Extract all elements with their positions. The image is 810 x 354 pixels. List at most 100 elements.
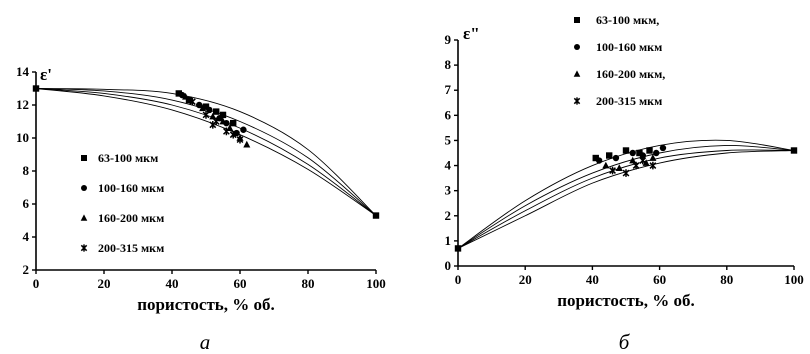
data-point-square [646,147,653,154]
data-point-square [230,119,237,127]
data-point-star [212,117,220,126]
x-tick-label: 40 [166,276,179,291]
data-point-star [649,161,657,170]
data-point-circle [196,101,203,109]
panel-label: б [619,330,631,354]
data-point-circle [639,152,646,159]
legend-entry: 63-100 мкм, [596,13,659,27]
y-tick-label: 10 [16,130,29,145]
data-point-circle [240,126,247,133]
data-point-star [188,97,196,106]
data-point-circle [233,129,240,137]
x-tick-label: 20 [98,276,111,291]
data-point-square [606,152,613,159]
legend-marker-triangle [573,70,581,77]
y-tick-label: 9 [445,32,452,47]
data-point-triangle [243,140,251,148]
x-tick-label: 40 [586,272,599,287]
data-point-square [622,147,630,154]
data-point-star [639,156,647,165]
data-point-circle [653,149,660,157]
data-point-triangle [642,159,650,166]
legend-entry: 100-160 мкм [596,40,662,54]
data-point-triangle [602,161,610,169]
data-point-square [592,154,599,162]
y-tick-label: 1 [445,233,452,248]
x-tick-label: 20 [519,272,532,287]
y-tick-label: 0 [445,258,452,273]
x-axis-title: пористость, % об. [137,295,275,314]
legend-entry: 63-100 мкм [98,151,158,165]
legend-marker-star [573,97,581,105]
legend-marker-circle [81,185,87,191]
x-tick-label: 100 [784,272,804,287]
data-point-square [790,147,798,154]
data-point-triangle [182,92,190,100]
data-point-circle [206,106,213,114]
y-axis-title: ε" [463,24,480,43]
x-tick-label: 60 [234,276,247,291]
data-point-circle [629,149,636,157]
data-point-square [372,212,380,219]
y-tick-label: 2 [23,262,30,277]
data-point-star [222,127,230,136]
y-tick-label: 12 [16,97,29,112]
data-point-triangle [615,164,623,171]
chart-panel-1: 2 4 6 8 10 12 14 0 20 40 60 80 100 ε' пористость, % об… [16,64,386,354]
data-point-square [454,245,462,252]
legend-marker-triangle [80,214,88,221]
x-axis-title: пористость, % об. [557,291,695,310]
data-point-square [202,103,210,110]
legend-entry: 200-315 мкм [98,241,164,255]
legend-marker-square [574,17,580,23]
data-point-star [229,130,237,139]
y-tick-label: 7 [445,82,452,97]
x-tick-label: 0 [455,272,462,287]
y-tick-label: 6 [23,196,30,211]
x-tick-label: 80 [720,272,733,287]
data-point-circle [659,144,667,152]
fit-curve [457,150,795,249]
data-point-star [202,111,210,119]
data-point-star [609,166,616,175]
legend-entry: 160-200 мкм, [596,67,665,81]
x-tick-label: 60 [653,272,666,287]
y-axis-title: ε' [40,65,52,84]
panel-label: а [200,330,211,354]
data-point-square [175,90,182,97]
data-point-triangle [209,112,217,120]
data-point-square [185,96,193,104]
data-point-square [213,108,220,115]
data-point-circle [595,157,603,164]
legend-entry: 200-315 мкм [596,94,662,108]
fit-curve [457,145,795,249]
x-tick-label: 80 [302,276,315,291]
data-point-star [632,161,640,170]
legend-entry: 100-160 мкм [98,181,164,195]
y-tick-label: 8 [23,163,30,178]
fit-curve [457,149,795,249]
fit-curve [35,88,377,216]
data-point-square [32,85,40,92]
y-tick-label: 6 [445,107,452,122]
y-tick-label: 5 [445,132,452,147]
data-point-circle [612,154,620,162]
legend-marker-circle [574,44,580,50]
data-point-triangle [629,156,637,164]
x-tick-label: 100 [366,276,386,291]
legend-entry: 160-200 мкм [98,211,164,225]
fit-curve [457,139,795,249]
y-tick-label: 14 [16,64,30,79]
data-point-triangle [649,154,657,161]
data-point-square [636,149,643,157]
y-tick-label: 8 [445,57,452,72]
x-tick-label: 0 [33,276,40,291]
y-tick-label: 4 [23,229,30,244]
y-tick-label: 3 [445,183,452,198]
y-tick-label: 4 [445,158,452,173]
data-point-triangle [219,117,227,125]
data-point-star [622,169,630,177]
fit-curve [35,88,377,216]
y-tick-label: 2 [445,208,452,223]
